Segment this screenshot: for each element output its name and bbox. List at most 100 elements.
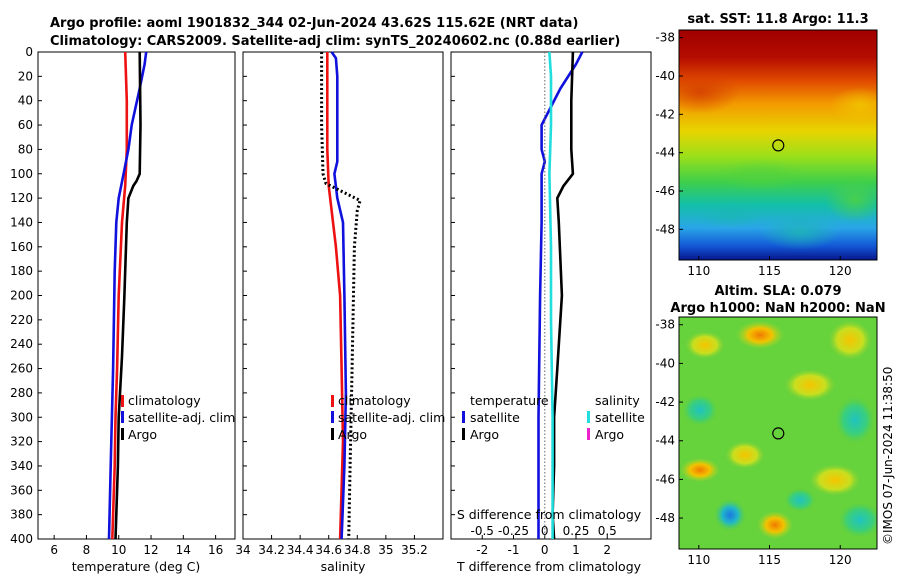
sst-map-axes: 110 115 120 -38 -40 -42 -44 -46 -48 [655, 31, 851, 278]
depth-tick-label: 360 [10, 483, 33, 497]
series-line-climatology [111, 51, 129, 540]
sst-warm-tongue [830, 87, 877, 123]
legend-swatch-s-argo [587, 428, 590, 440]
series-line-s-satellite [548, 51, 554, 539]
depth-axis: 0 20 40 60 80 100 120 140 160 180 200 220 240 260 280 3… [10, 45, 42, 546]
lat-tick-label: -38 [655, 318, 675, 332]
series-line-climatology [325, 52, 345, 540]
lat-tick-label: -42 [655, 107, 675, 121]
depth-tick-label: 380 [10, 508, 33, 522]
depth-tick-label: 340 [10, 459, 33, 473]
series-line-argo [114, 51, 142, 540]
sla-map: Altim. SLA: 0.079 Argo h1000: NaN h2000:… [655, 284, 885, 567]
x-tick-label: -2 [476, 543, 488, 557]
lat-tick-label: -40 [655, 356, 675, 370]
sst-green-patch [715, 159, 805, 191]
x-tick-label: 34 [235, 543, 250, 557]
lon-tick-label: 115 [758, 553, 781, 567]
salinity-legend: climatology satellite-adj. clim Argo [331, 393, 445, 442]
legend-label-satellite: satellite-adj. clim [128, 410, 235, 425]
legend-label-argo: Argo [128, 427, 157, 442]
sst-map-title: sat. SST: 11.8 Argo: 11.3 [687, 12, 868, 27]
series-line-satellite-adj-clim [330, 51, 348, 540]
depth-tick-label: 80 [18, 142, 33, 156]
sst-green-patch [825, 178, 877, 222]
depth-tick-label: 140 [10, 215, 33, 229]
sla-anomaly [784, 369, 836, 401]
x-tick-label: 34.4 [287, 543, 314, 557]
sst-map-frame [678, 29, 878, 261]
legend-swatch-t-satellite [462, 411, 465, 423]
lon-tick-label: 115 [758, 264, 781, 278]
x-tick-label: 1 [572, 543, 580, 557]
x-tick-label: 35 [378, 543, 393, 557]
sla-map-axes: 110 115 120 -38 -40 -42 -44 -46 -48 [655, 318, 851, 567]
x-tick-label: 34.2 [258, 543, 285, 557]
lat-tick-label: -48 [655, 222, 675, 236]
lat-tick-label: -44 [655, 434, 675, 448]
x-tick-label: 16 [208, 543, 223, 557]
imos-timestamp: ©IMOS 07-Jun-2024 11:38:50 [881, 367, 895, 545]
temperature-x-axis: 6 8 10 12 14 16 [50, 535, 223, 557]
sla-anomaly [682, 394, 718, 426]
s-tick-label: 0.5 [598, 524, 617, 538]
lat-tick-label: -44 [655, 146, 675, 160]
legend-swatch-argo [121, 428, 124, 440]
salinity-series [320, 51, 362, 540]
sla-anomaly [714, 499, 746, 531]
sla-anomaly [685, 331, 725, 359]
sst-map: sat. SST: 11.8 Argo: 11.3 110 115 120 -38 -4… [655, 12, 878, 278]
lon-tick-label: 120 [829, 264, 852, 278]
s-tick-label: -0.25 [498, 524, 529, 538]
argo-position-marker [772, 139, 785, 152]
sla-anomaly [838, 502, 877, 538]
s-difference-x-axis: -0.5 -0.25 0 0.25 0.5 [471, 524, 617, 538]
figure-title-line2: Climatology: CARS2009. Satellite-adj cli… [50, 34, 620, 49]
legend-title-salinity: salinity [595, 393, 640, 408]
lon-tick-label: 110 [687, 553, 710, 567]
sst-teal-patch [695, 201, 765, 229]
x-tick-label: 10 [111, 543, 126, 557]
sla-anomaly [757, 511, 793, 539]
temperature-xlabel: temperature (deg C) [72, 559, 201, 574]
salinity-xlabel: salinity [321, 559, 366, 574]
depth-tick-label: 0 [25, 45, 33, 59]
figure-title-line1: Argo profile: aoml 1901832_344 02-Jun-20… [50, 16, 578, 31]
depth-tick-label: 120 [10, 191, 33, 205]
legend-label-t-argo: Argo [470, 427, 499, 442]
sla-anomaly [828, 320, 872, 360]
legend-label-climatology: climatology [338, 393, 411, 408]
difference-series [537, 51, 584, 540]
s-tick-label: -0.5 [471, 524, 494, 538]
x-tick-label: 34.6 [315, 543, 342, 557]
sla-map-frame [678, 316, 878, 550]
lat-tick-label: -48 [655, 511, 675, 525]
series-line-t-satellite [537, 51, 584, 539]
legend-label-s-argo: Argo [595, 427, 624, 442]
legend-swatch-satellite [121, 411, 124, 423]
depth-tick-label: 160 [10, 240, 33, 254]
sla-anomaly [736, 321, 784, 349]
legend-swatch-t-argo [462, 428, 465, 440]
legend-label-t-satellite: satellite [470, 410, 520, 425]
legend-label-climatology: climatology [128, 393, 201, 408]
lat-tick-label: -38 [655, 31, 675, 45]
lon-tick-label: 120 [829, 553, 852, 567]
x-tick-label: 0 [541, 543, 549, 557]
legend-swatch-satellite [331, 411, 334, 423]
depth-tick-label: 280 [10, 386, 33, 400]
legend-label-s-satellite: satellite [595, 410, 645, 425]
depth-tick-label: 180 [10, 264, 33, 278]
series-line-t-argo [551, 51, 575, 540]
depth-tick-label: 320 [10, 435, 33, 449]
temperature-panel: 0 20 40 60 80 100 120 140 160 180 200 220 240 260 280 3… [10, 45, 236, 574]
lon-tick-label: 110 [687, 264, 710, 278]
sst-teal-patch [760, 214, 840, 250]
temperature-axes-box [37, 51, 236, 540]
difference-panel: -2 -1 0 1 2 -0.5 -0.25 0 0.25 0.5 S difference f… [450, 51, 652, 574]
t-difference-x-axis: -2 -1 0 1 2 [451, 51, 611, 557]
x-tick-label: 8 [83, 543, 91, 557]
x-tick-label: 35.2 [401, 543, 428, 557]
salinity-x-axis: 34 34.2 34.4 34.6 34.8 35 35.2 [235, 51, 428, 557]
legend-label-argo: Argo [338, 427, 367, 442]
